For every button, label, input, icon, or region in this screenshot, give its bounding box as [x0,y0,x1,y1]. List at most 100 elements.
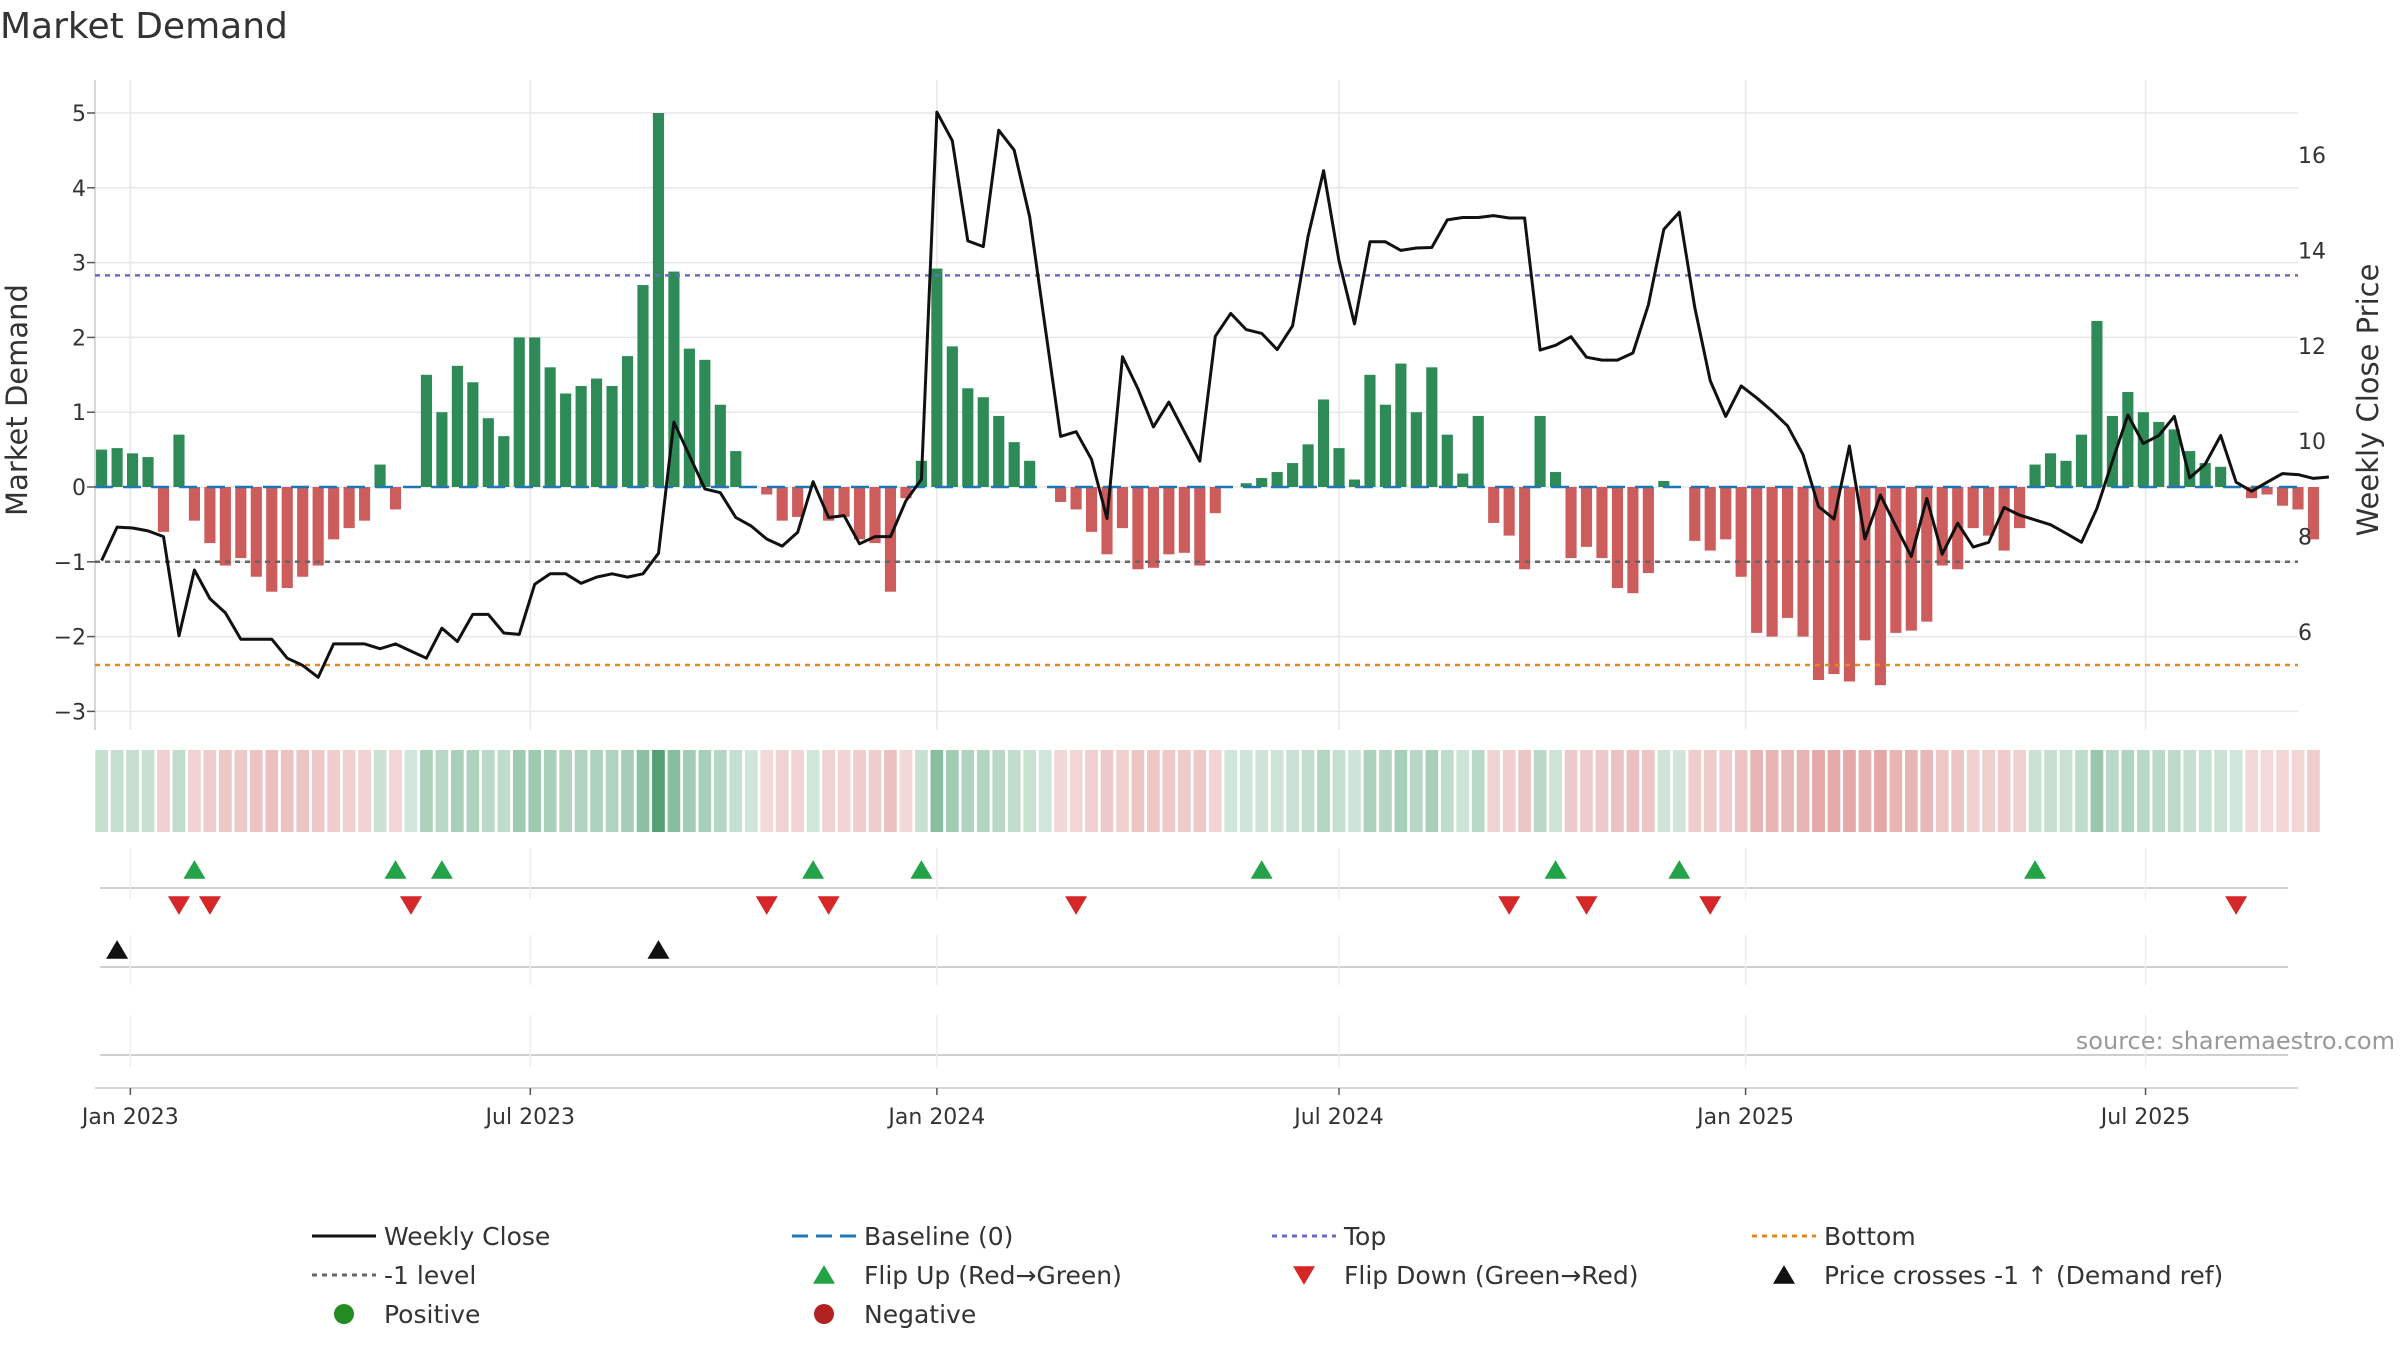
demand-bar [1472,415,1484,487]
strip-cell [1425,750,1439,832]
demand-bar [1194,487,1206,566]
demand-bar [420,374,433,487]
strip-cell [1085,750,1098,832]
strip-cell [1812,750,1825,832]
strip-cell [2044,750,2057,832]
x-tick-label: Jan 2024 [886,1105,985,1130]
flip-up-marker [384,860,407,879]
strip-cell [822,750,835,832]
strip-cell [1147,750,1160,832]
demand-bar [776,487,788,521]
demand-bar [1596,487,1608,559]
strip-cell [528,750,542,832]
strip-cell [157,750,170,832]
strip-cell [791,750,805,832]
strip-cell [1734,750,1748,832]
flip-down-marker [1065,896,1088,915]
y-tick-label: −1 [54,551,86,576]
demand-bar [1008,442,1020,487]
y-axis: 5 4 3 2 1 0 −1 −2 −3 [54,102,95,725]
demand-bar [1952,487,1964,570]
source-label: source: sharemaestro.com [2076,1027,2395,1055]
strip-cell [219,750,232,832]
strip-cell [389,750,402,832]
strip-cell [1889,750,1903,832]
y2-tick-label: 14 [2298,239,2326,264]
demand-bar [900,487,912,499]
strip-cell [1982,750,1995,832]
legend-swatch [1293,1266,1315,1285]
flip-down-marker [817,896,840,915]
demand-bar [1812,487,1825,680]
demand-bar [1116,487,1129,529]
legend-item-top: Top [1272,1222,1386,1251]
strip-cell [1348,750,1361,832]
strip-cell [296,750,310,832]
legend-item-price-cross: Price crosses -1 ↑ (Demand ref) [1773,1261,2223,1290]
demand-bar [2153,421,2165,487]
demand-bar [374,464,386,487]
strip-cell [1038,750,1052,832]
demand-bar [1457,473,1469,487]
demand-bar [1549,472,1562,487]
strip-cell [373,750,387,832]
demand-bar [1317,399,1330,487]
strip-cell [1471,750,1485,832]
strip-cell [1827,750,1841,832]
demand-bar [1967,487,1979,529]
demand-bar [1132,487,1144,570]
demand-bar [962,388,974,487]
strip-cell [574,750,588,832]
demand-bar [2029,464,2041,487]
demand-bar [1024,460,1036,487]
strip-cell [1487,750,1501,832]
demand-bar [1302,444,1314,487]
demand-bar [1147,487,1159,568]
demand-bar [1441,434,1453,487]
strip-cell [451,750,464,832]
demand-bar [1565,487,1577,559]
demand-bar [2137,412,2149,487]
strip-cell [1317,750,1330,832]
y2-axis: 16 14 12 10 8 6 [2298,144,2326,646]
strip-cell [884,750,897,832]
strip-cell [1580,750,1593,832]
legend-label: Top [1343,1222,1386,1251]
demand-bar [1070,487,1082,510]
strip-cell [95,750,108,832]
demand-bar [560,393,572,487]
demand-bar [2184,451,2196,487]
demand-bar [1287,463,1299,487]
demand-bar [1642,487,1654,574]
strip-cell [1270,750,1284,832]
demand-bar [157,487,170,532]
legend-swatch [813,1265,835,1284]
demand-bar [188,487,201,521]
strip-cell [203,750,217,832]
demand-bar [2060,460,2072,487]
demand-bar [1751,487,1763,633]
strip-cell [837,750,851,832]
strip-cell [559,750,572,832]
demand-bar [1379,404,1391,487]
strip-cell [2183,750,2197,832]
demand-bars [96,113,2320,686]
legend-item-positive: Positive [334,1300,480,1329]
demand-bar [328,487,340,540]
flip-down-marker [1575,896,1598,915]
strip-cell [1054,750,1067,832]
demand-bar [591,378,603,487]
demand-bar [1426,367,1438,487]
strip-cell [1239,750,1253,832]
demand-bar [730,451,742,487]
strip-cell [1023,750,1037,832]
strip-cell [497,750,511,832]
weekly-close-series [100,110,2330,679]
strip-cell [1935,750,1949,832]
strip-cell [1672,750,1686,832]
demand-bar [2168,429,2180,487]
demand-bar [436,412,448,487]
flip-up-marker [802,860,825,879]
demand-bar [761,487,773,495]
strip-cell [1193,750,1207,832]
